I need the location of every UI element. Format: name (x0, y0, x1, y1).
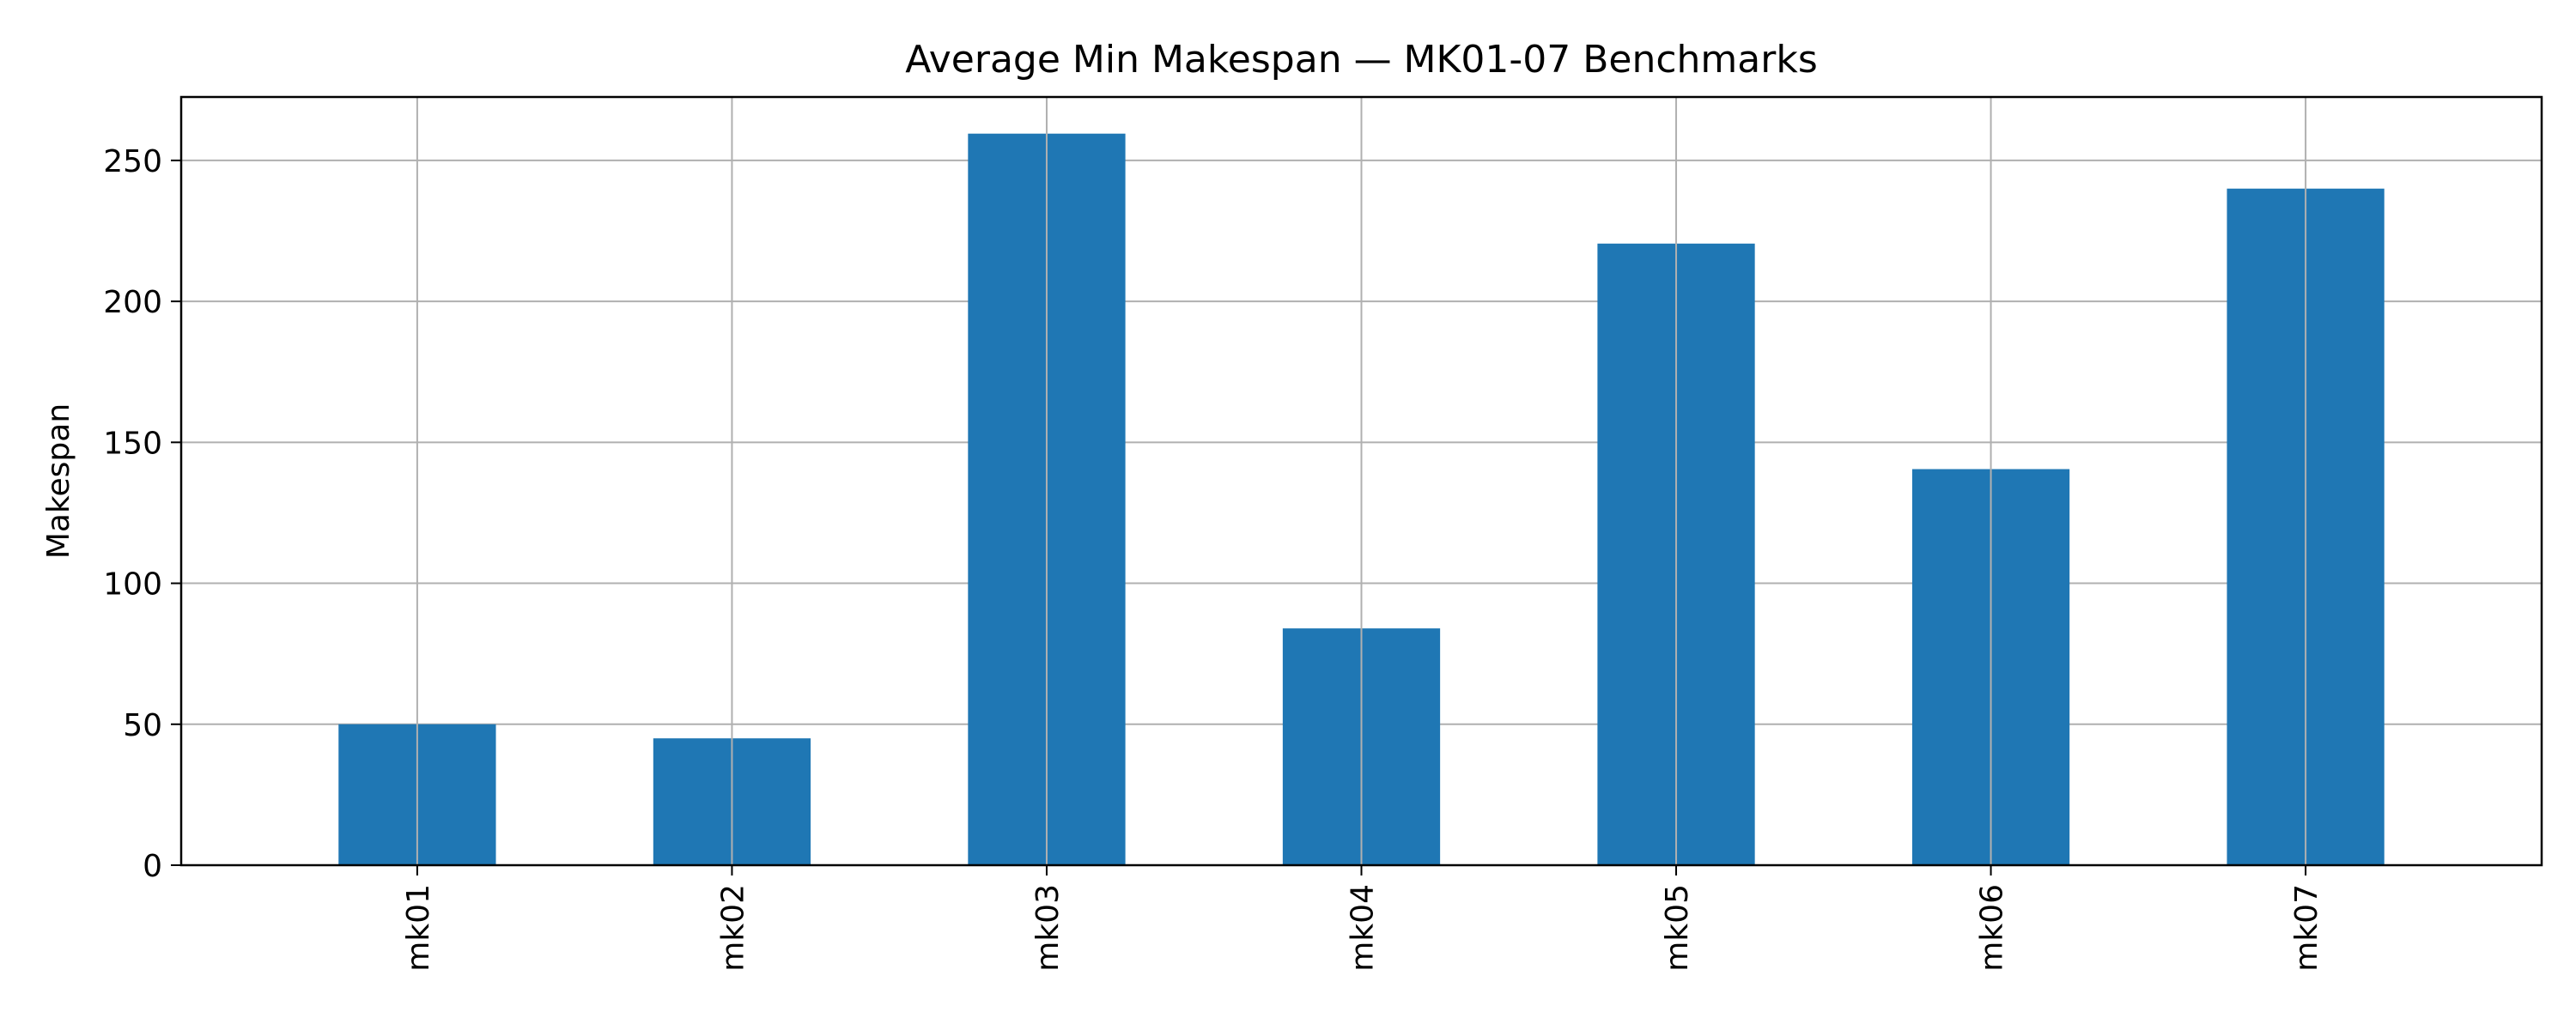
y-tick-label: 200 (103, 285, 162, 320)
x-tick-label-mk07: mk07 (2289, 884, 2324, 972)
y-axis-label: Makespan (41, 403, 76, 559)
chart-title: Average Min Makespan — MK01-07 Benchmark… (905, 38, 1818, 82)
x-tick-label-mk04: mk04 (1346, 884, 1381, 972)
vertical-grid-layer (416, 97, 2307, 865)
x-tick-label-mk05: mk05 (1660, 884, 1695, 972)
y-tick-label: 150 (103, 426, 162, 461)
y-tick-label: 250 (103, 144, 162, 179)
x-tick-label-mk03: mk03 (1030, 884, 1066, 972)
y-tick-label: 0 (143, 849, 162, 884)
x-tick-label-mk06: mk06 (1975, 884, 2010, 972)
x-tick-label-mk02: mk02 (715, 884, 750, 972)
y-tick-label: 100 (103, 567, 162, 603)
labels-layer: 0 50 100 150 200 250 mk01 mk02 mk03 mk04 mk05 mk06 m… (103, 144, 2324, 972)
x-tick-label-mk01: mk01 (401, 884, 436, 972)
ticks-layer (171, 159, 2307, 876)
y-tick-label: 50 (123, 708, 162, 743)
